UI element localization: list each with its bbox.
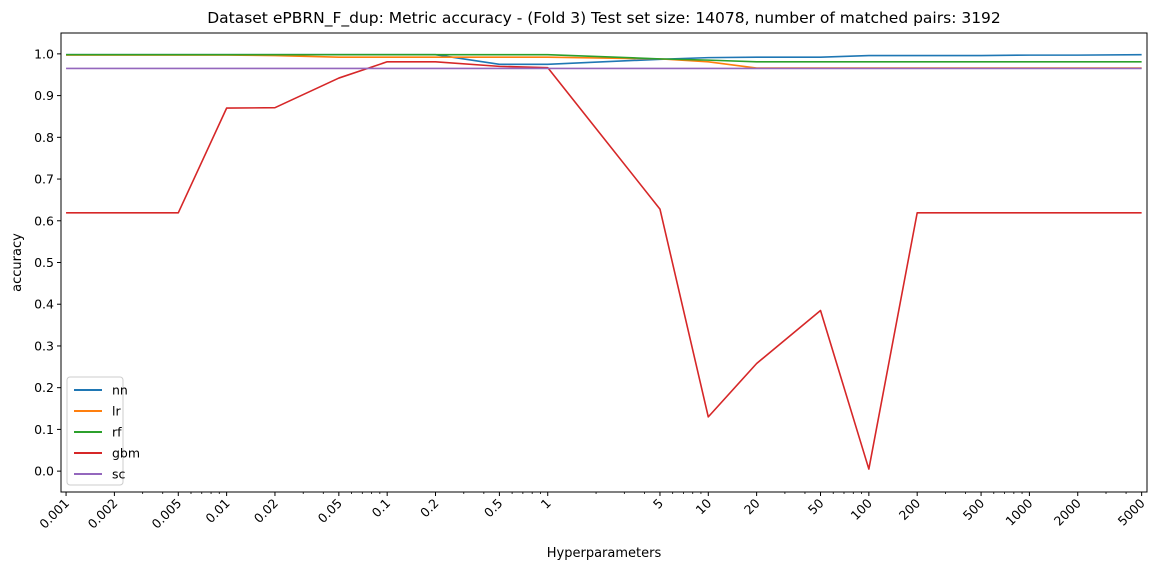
x-tick-label: 0.01 — [202, 496, 232, 526]
y-axis: 0.0 0.1 0.2 0.3 0.4 0.5 0.6 0.7 0.8 0.9 1.0 — [34, 46, 61, 479]
x-axis-label: Hyperparameters — [547, 546, 662, 561]
x-tick-label: 2000 — [1051, 495, 1084, 528]
x-tick-label: 5000 — [1115, 495, 1148, 528]
y-axis-label: accuracy — [10, 233, 25, 292]
series-line-gbm — [66, 60, 1142, 470]
y-tick-label: 0.4 — [34, 297, 54, 312]
y-tick-label: 0.2 — [34, 380, 54, 395]
plot-lines — [66, 53, 1142, 470]
legend: nn lr rf gbm sc — [66, 376, 140, 486]
plot-frame — [60, 32, 1148, 493]
legend-label-sc: sc — [112, 467, 126, 482]
y-tick-label: 1.0 — [34, 46, 54, 61]
x-tick-label: 0.1 — [369, 496, 394, 521]
x-tick-label: 0.2 — [417, 496, 442, 521]
x-tick-label: 0.5 — [481, 496, 506, 521]
x-tick-label: 0.005 — [148, 496, 184, 532]
y-tick-label: 0.1 — [34, 422, 54, 437]
x-tick-label: 10 — [693, 495, 715, 517]
y-tick-label: 0.6 — [34, 213, 54, 228]
y-tick-label: 0.8 — [34, 130, 54, 145]
x-tick-label: 5 — [650, 496, 666, 512]
chart-title: Dataset ePBRN_F_dup: Metric accuracy - (… — [207, 9, 1001, 28]
y-tick-label: 0.0 — [34, 464, 54, 479]
x-tick-label: 500 — [960, 495, 988, 523]
y-tick-label: 0.9 — [34, 88, 54, 103]
legend-label-lr: lr — [112, 404, 121, 419]
x-axis: 0.001 0.002 0.005 0.01 0.02 0.05 0.1 0.2 0.5 1 5 10… — [36, 492, 1148, 531]
legend-label-gbm: gbm — [112, 446, 140, 461]
x-tick-label: 0.001 — [36, 496, 72, 532]
y-tick-label: 0.5 — [34, 255, 54, 270]
legend-label-nn: nn — [112, 383, 128, 398]
series-line-rf — [66, 53, 1142, 63]
y-tick-label: 0.7 — [34, 172, 54, 187]
x-tick-label: 100 — [847, 495, 875, 523]
x-tick-label: 1 — [538, 496, 554, 512]
x-tick-label: 0.05 — [315, 496, 345, 526]
x-tick-label: 0.02 — [251, 496, 281, 526]
x-tick-label: 0.002 — [85, 496, 121, 532]
x-tick-label: 1000 — [1002, 495, 1035, 528]
legend-label-rf: rf — [112, 425, 122, 440]
x-tick-label: 200 — [896, 495, 924, 523]
x-tick-label: 20 — [741, 495, 763, 517]
x-tick-label: 50 — [805, 495, 827, 517]
y-tick-label: 0.3 — [34, 338, 54, 353]
